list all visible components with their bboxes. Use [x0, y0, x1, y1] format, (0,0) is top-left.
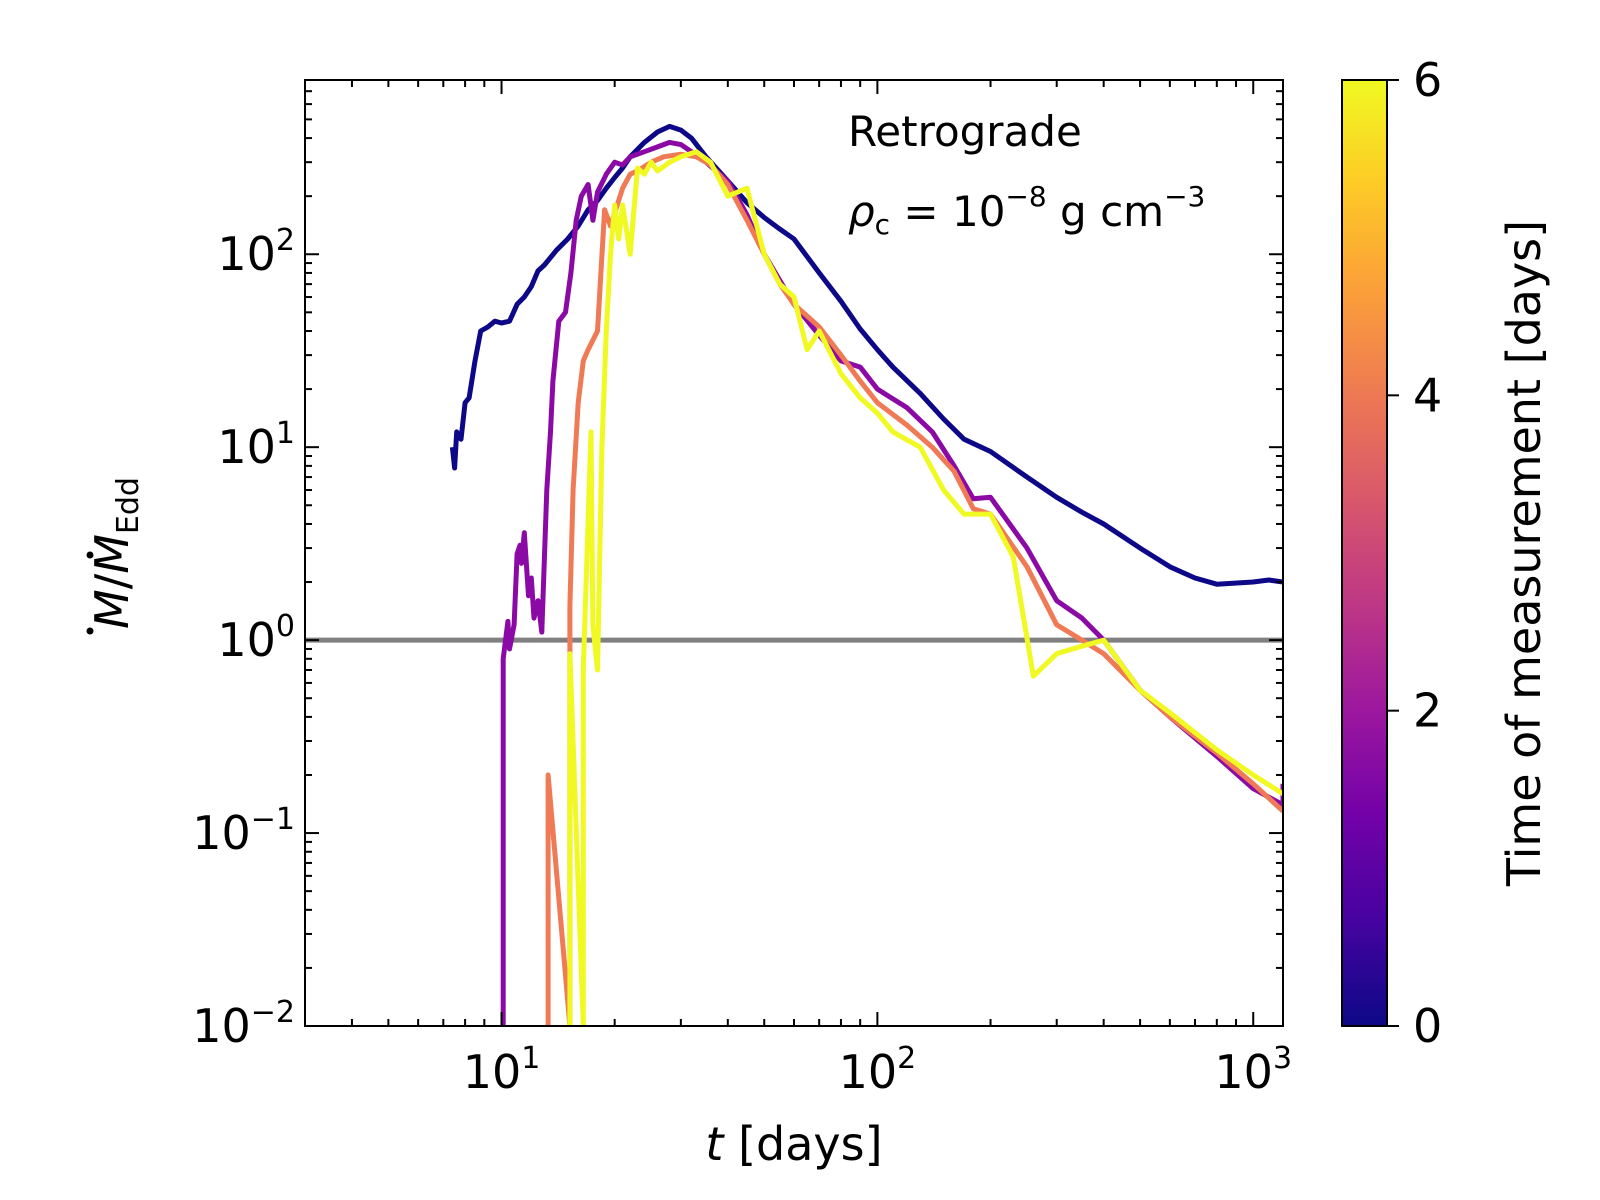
colorbar-tick-label: 2: [1413, 684, 1442, 738]
annotation-density: ρc = 10−8 g cm−3: [848, 180, 1205, 241]
x-tick-label: 103: [1214, 1041, 1292, 1099]
y-tick-label: 100: [217, 609, 295, 667]
svg-text:M/MEdd: M/MEdd: [85, 477, 146, 629]
y-tick-label: 10−2: [192, 995, 295, 1053]
x-tick-label: 101: [463, 1041, 541, 1099]
colorbar-label: Time of measurement [days]: [1497, 220, 1551, 887]
series-line-2: [545, 151, 1283, 1026]
x-axis-label: t [days]: [705, 1117, 882, 1171]
series-layer: [305, 123, 1283, 1026]
series-line-0: [449, 123, 1283, 587]
series-line-3: [567, 149, 1283, 1026]
colorbar-tick-label: 4: [1413, 368, 1442, 422]
x-tick-label: 102: [839, 1041, 917, 1099]
y-tick-label: 10−1: [192, 802, 295, 860]
y-label-dot-2: [86, 551, 94, 559]
y-tick-label: 101: [217, 416, 295, 474]
colorbar-ticks: 0 2 4 6: [1387, 53, 1442, 1053]
y-axis-label: M/MEdd: [85, 477, 146, 635]
colorbar-tick-label: 0: [1413, 999, 1442, 1053]
series-line-1: [500, 139, 1283, 1026]
colorbar-tick-label: 6: [1413, 53, 1442, 107]
annotation-title: Retrograde: [848, 107, 1082, 156]
axes-layer: 101 102 103 10−2 10−1 100 101 102: [192, 79, 1292, 1099]
colorbar: [1341, 79, 1388, 1027]
y-label-dot-1: [86, 627, 94, 635]
y-tick-label: 102: [217, 223, 295, 281]
